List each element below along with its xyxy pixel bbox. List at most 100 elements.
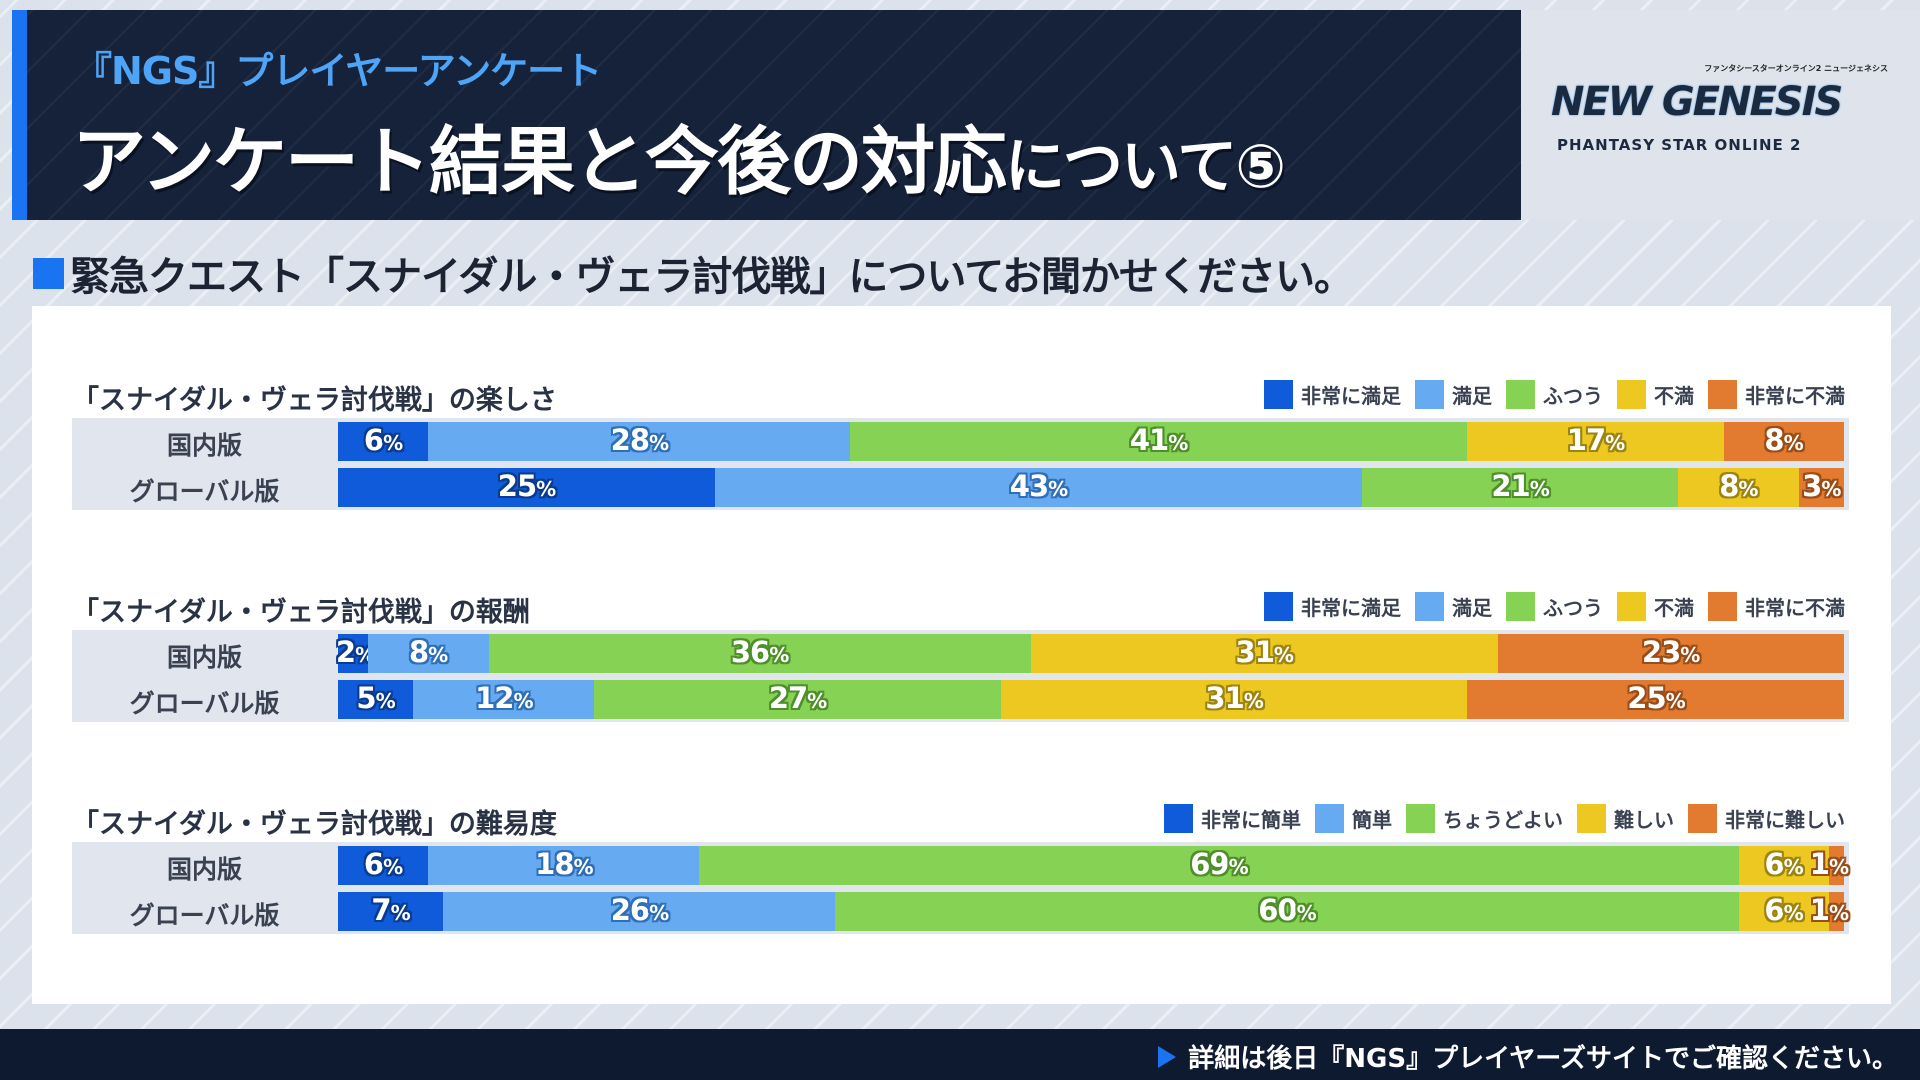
bar-row: 国内版 2% 8% 36% 31% 23% — [72, 630, 1849, 676]
data-unit: % — [428, 643, 448, 667]
data-value: 6 — [363, 847, 384, 881]
data-label: 26% — [611, 893, 669, 927]
legend-swatch — [1264, 592, 1293, 621]
data-unit: % — [1783, 901, 1804, 925]
data-value: 8 — [1719, 469, 1739, 503]
data-label: 25% — [1627, 681, 1685, 715]
data-value: 1 — [1809, 893, 1830, 927]
bar-segment: 17% — [1467, 422, 1724, 461]
legend-swatch — [1708, 380, 1737, 409]
bar-segment: 8% — [368, 634, 489, 673]
bar-segment: 60% — [834, 892, 1739, 931]
data-unit: % — [536, 477, 556, 501]
data-label: 6% — [363, 423, 403, 457]
data-label: 6% — [1764, 847, 1804, 881]
bar-segment: 43% — [714, 468, 1363, 507]
legend-label: 非常に不満 — [1745, 596, 1845, 620]
page-title: アンケート結果と今後の対応について⑤ — [72, 102, 1286, 209]
data-label: 23% — [1641, 635, 1700, 669]
data-unit: % — [1228, 855, 1249, 879]
bar-segment: 27% — [594, 680, 1001, 719]
data-value: 23 — [1641, 635, 1681, 669]
legend-swatch — [1406, 804, 1435, 833]
bar-segment: 18% — [428, 846, 700, 885]
legend-swatch — [1688, 804, 1717, 833]
row-label: 国内版 — [166, 855, 242, 884]
data-value: 1 — [1809, 847, 1830, 881]
chart-title: 「スナイダル・ヴェラ討伐戦」の楽しさ — [72, 385, 557, 416]
bar-segment: 23% — [1497, 634, 1844, 673]
data-unit: % — [1243, 689, 1264, 713]
bar-segment: 21% — [1362, 468, 1679, 507]
chart-legend: 非常に簡単 簡単 ちょうどよい 難しい 非常に難しい — [1164, 804, 1845, 833]
bar-segment: 41% — [850, 422, 1468, 461]
data-label: 25% — [498, 469, 556, 503]
data-unit: % — [1680, 643, 1700, 667]
bar-segment: 12% — [413, 680, 595, 719]
bar-segment: 8% — [1723, 422, 1844, 461]
title-tail: について⑤ — [1005, 132, 1286, 202]
data-label: 18% — [535, 847, 593, 881]
accent-bar — [12, 10, 27, 220]
legend-label: 非常に難しい — [1725, 808, 1845, 832]
data-unit: % — [807, 689, 827, 713]
data-unit: % — [1296, 901, 1317, 925]
data-label: 12% — [475, 681, 533, 715]
legend-item: 満足 — [1415, 592, 1492, 621]
legend-label: 非常に満足 — [1301, 384, 1401, 408]
bar-row: グローバル版 5% 12% 27% 31% 25% — [72, 676, 1849, 722]
data-label: 6% — [1764, 893, 1804, 927]
data-label: 6% — [363, 847, 403, 881]
bar-segment: 7% — [338, 892, 444, 931]
legend-item: 非常に満足 — [1264, 592, 1401, 621]
data-unit: % — [1783, 855, 1804, 879]
row-label: グローバル版 — [129, 901, 280, 930]
legend-item: 不満 — [1617, 592, 1694, 621]
row-label: グローバル版 — [129, 477, 280, 506]
data-label: 31% — [1205, 681, 1264, 715]
header-subtitle: 『NGS』プレイヤーアンケート — [74, 49, 602, 93]
data-label: 43% — [1010, 469, 1068, 503]
legend-item: 難しい — [1577, 804, 1674, 833]
legend-label: 不満 — [1654, 384, 1694, 408]
data-unit: % — [1273, 643, 1294, 667]
data-label: 8% — [408, 635, 448, 669]
data-value: 8 — [408, 635, 429, 669]
bar-segment: 1% — [1810, 846, 1849, 885]
data-value: 31 — [1235, 635, 1275, 669]
legend-label: ふつう — [1543, 596, 1603, 620]
legend-swatch — [1315, 804, 1344, 833]
legend-item: 非常に難しい — [1688, 804, 1845, 833]
data-value: 36 — [730, 635, 770, 669]
data-value: 18 — [535, 847, 574, 881]
bar-segment: 26% — [443, 892, 835, 931]
data-unit: % — [383, 431, 403, 455]
footer-note: 詳細は後日『NGS』プレイヤーズサイトでご確認ください。 — [1188, 1044, 1898, 1074]
data-value: 6 — [363, 423, 384, 457]
data-label: 1% — [1809, 893, 1849, 927]
data-unit: % — [1168, 431, 1188, 455]
data-value: 21 — [1491, 469, 1530, 503]
data-value: 31 — [1205, 681, 1244, 715]
header-banner: 『NGS』プレイヤーアンケート アンケート結果と今後の対応について⑤ — [12, 10, 1521, 220]
results-panel: 「スナイダル・ヴェラ討伐戦」の楽しさ 非常に満足 満足 ふつう 不満 非常に不満 国内版 6%… — [32, 306, 1891, 1004]
legend-label: 不満 — [1654, 596, 1694, 620]
legend-label: 非常に簡単 — [1201, 808, 1301, 832]
data-value: 41 — [1129, 423, 1169, 457]
data-unit: % — [513, 689, 533, 713]
chart-legend: 非常に満足 満足 ふつう 不満 非常に不満 — [1264, 592, 1845, 621]
data-unit: % — [1828, 901, 1849, 925]
legend-label: 非常に不満 — [1745, 384, 1845, 408]
data-label: 21% — [1491, 469, 1549, 503]
footer-bar: 詳細は後日『NGS』プレイヤーズサイトでご確認ください。 — [0, 1029, 1920, 1080]
legend-swatch — [1506, 592, 1535, 621]
stacked-bar: 2% 8% 36% 31% 23% — [336, 634, 1844, 673]
bar-segment: 31% — [1000, 680, 1468, 719]
legend-item: 非常に簡単 — [1164, 804, 1301, 833]
data-value: 12 — [475, 681, 514, 715]
data-unit: % — [769, 643, 789, 667]
data-label: 3% — [1802, 469, 1841, 503]
data-unit: % — [649, 431, 669, 455]
data-value: 17 — [1566, 423, 1606, 457]
data-label: 1% — [1809, 847, 1849, 881]
